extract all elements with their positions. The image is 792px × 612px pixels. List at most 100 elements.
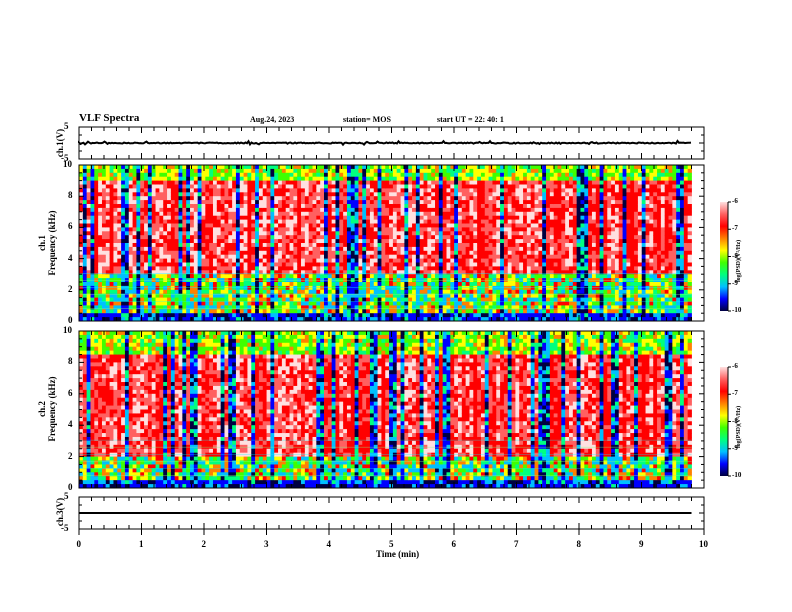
- spectrogram-cell: [140, 200, 145, 205]
- spectrogram-cell: [400, 192, 405, 197]
- spectrogram-cell: [228, 196, 233, 201]
- spectrogram-cell: [346, 246, 352, 252]
- spectrogram-cell: [423, 282, 428, 287]
- spectrogram-cell: [415, 204, 421, 209]
- spectrogram-cell: [101, 282, 107, 287]
- spectrogram-cell: [281, 270, 287, 275]
- spectrogram-cell: [354, 207, 359, 213]
- spectrogram-cell: [281, 297, 287, 302]
- spectrogram-cell: [201, 231, 206, 236]
- spectrogram-cell: [90, 172, 95, 178]
- spectrogram-cell: [392, 165, 398, 170]
- spectrogram-cell: [408, 266, 413, 271]
- spectrogram-cell: [228, 246, 233, 252]
- spectrogram-cell: [155, 289, 160, 295]
- spectrogram-cell: [216, 165, 222, 170]
- spectrogram-cell: [243, 172, 248, 178]
- spectrogram-cell: [98, 258, 103, 263]
- spectrogram-cell: [205, 305, 210, 310]
- spectrogram-cell: [480, 313, 486, 318]
- spectrogram-cell: [86, 250, 91, 256]
- spectrogram-cell: [381, 168, 386, 174]
- spectrogram-cell: [324, 176, 329, 181]
- spectrogram-cell: [301, 282, 306, 287]
- spectrogram-cell: [412, 204, 417, 209]
- spectrogram-cell: [534, 168, 539, 174]
- spectrogram-cell: [316, 289, 321, 295]
- spectrogram-cell: [224, 243, 229, 248]
- spectrogram-cell: [117, 309, 122, 314]
- spectrogram-cell: [312, 289, 317, 295]
- spectrogram-cell: [331, 266, 336, 271]
- spectrogram-cell: [132, 262, 137, 267]
- spectrogram-cell: [511, 309, 516, 314]
- spectrogram-cell: [232, 293, 237, 298]
- spectrogram-cell: [435, 266, 440, 271]
- spectrogram-cell: [293, 305, 298, 310]
- spectrogram-cell: [488, 211, 493, 217]
- spectrogram-cell: [216, 282, 222, 287]
- spectrogram-cell: [170, 215, 176, 220]
- spectrogram-cell: [212, 297, 218, 302]
- spectrogram-cell: [159, 250, 164, 256]
- spectrogram-cell: [339, 282, 344, 287]
- spectrogram-cell: [404, 274, 409, 279]
- spectrogram-cell: [167, 223, 172, 228]
- spectrogram-cell: [507, 254, 512, 259]
- spectrogram-cell: [232, 192, 237, 197]
- spectrogram-cell: [431, 301, 436, 306]
- spectrogram-cell: [373, 239, 378, 244]
- spectrogram-cell: [212, 231, 218, 236]
- spectrogram-cell: [538, 165, 543, 170]
- spectrogram-cell: [232, 254, 237, 259]
- spectrogram-cell: [343, 219, 348, 224]
- spectrogram-cell: [346, 235, 352, 240]
- spectrogram-cell: [438, 313, 444, 318]
- spectrogram-cell: [396, 196, 401, 201]
- spectrogram-cell: [442, 266, 447, 271]
- spectrogram-cell: [396, 246, 401, 252]
- spectrogram-cell: [515, 250, 520, 256]
- spectrogram-cell: [101, 184, 107, 189]
- spectrogram-cell: [140, 223, 145, 228]
- spectrogram-cell: [170, 239, 176, 244]
- spectrogram-cell: [412, 239, 417, 244]
- spectrogram-cell: [385, 211, 390, 217]
- spectrogram-cell: [136, 231, 141, 236]
- spectrogram-cell: [320, 313, 325, 318]
- spectrogram-cell: [90, 266, 95, 271]
- spectrogram-cell: [178, 274, 183, 279]
- spectrogram-cell: [530, 239, 535, 244]
- spectrogram-cell: [381, 313, 386, 318]
- spectrogram-cell: [404, 180, 409, 185]
- spectrogram-cell: [492, 239, 497, 244]
- spectrogram-cell: [312, 172, 317, 178]
- spectrogram-cell: [412, 192, 417, 197]
- spectrogram-cell: [101, 289, 107, 295]
- spectrogram-cell: [232, 285, 237, 291]
- spectrogram-cell: [312, 207, 317, 213]
- spectrogram-cell: [358, 223, 363, 228]
- spectrogram-cell: [243, 165, 248, 170]
- spectrogram-cell: [346, 176, 352, 181]
- spectrogram-cell: [354, 243, 359, 248]
- spectrogram-cell: [542, 196, 547, 201]
- spectrogram-cell: [366, 250, 371, 256]
- spectrogram-cell: [408, 301, 413, 306]
- spectrogram-cell: [224, 250, 229, 256]
- spectrogram-cell: [232, 207, 237, 213]
- spectrogram-cell: [258, 270, 264, 275]
- spectrogram-cell: [266, 204, 271, 209]
- spectrogram-cell: [408, 231, 413, 236]
- spectrogram-cell: [511, 204, 516, 209]
- spectrogram-cell: [465, 227, 470, 232]
- spectrogram-cell: [396, 223, 401, 228]
- spectrogram-cell: [358, 262, 363, 267]
- spectrogram-cell: [427, 188, 432, 193]
- spectrogram-cell: [523, 246, 528, 252]
- spectrogram-cell: [285, 262, 290, 267]
- spectrogram-cell: [301, 289, 306, 295]
- spectrogram-cell: [224, 301, 229, 306]
- spectrogram-cell: [235, 239, 241, 244]
- spectrogram-cell: [220, 266, 225, 271]
